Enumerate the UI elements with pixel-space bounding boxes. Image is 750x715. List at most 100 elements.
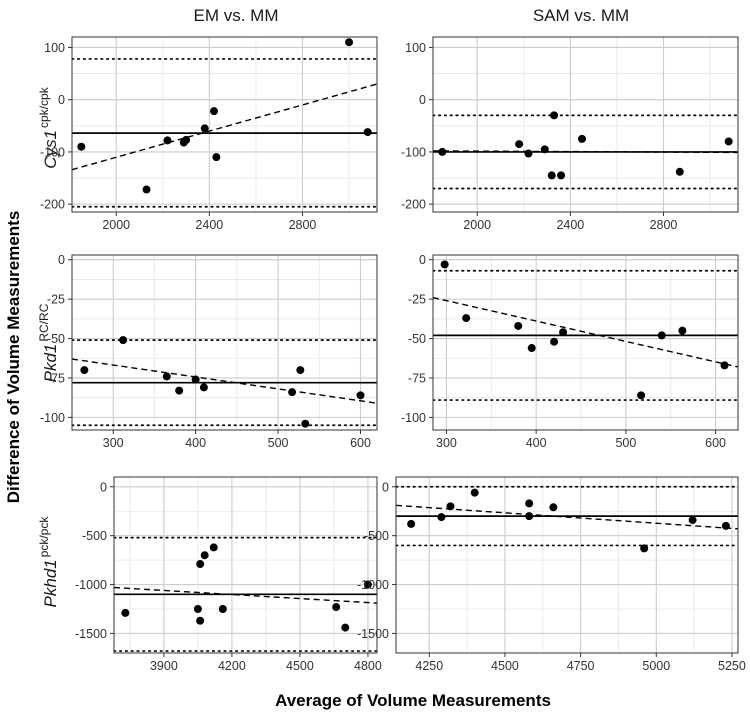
pkd1-em-x-tick-label: 600 xyxy=(350,436,371,450)
pkd1-sam-data-point xyxy=(637,391,646,400)
cys1-sam-data-point xyxy=(724,137,733,146)
row-label-pkd1: Pkd1 RC/RC xyxy=(37,303,60,382)
pkhd1-sam-x-tick-label: 4250 xyxy=(415,659,443,673)
pkhd1-em-x-tick-label: 3900 xyxy=(150,659,178,673)
pkhd1-em-y-tick-label: 0 xyxy=(100,480,107,494)
cys1-sam-y-tick-label: 100 xyxy=(405,41,426,55)
cys1-em-y-tick-label: -200 xyxy=(40,198,65,212)
cys1-em-panel: 2000 2400 2800 -200 -100 0 100 xyxy=(40,36,378,232)
cys1-sam-data-point xyxy=(524,149,533,158)
cys1-em-x-tick-label: 2400 xyxy=(195,218,223,232)
pkd1-sam-x-tick-label: 400 xyxy=(526,436,547,450)
pkd1-sam-data-point xyxy=(678,326,687,335)
pkhd1-em-data-point xyxy=(196,616,205,625)
cys1-em-x-tick-label: 2000 xyxy=(102,218,130,232)
pkd1-em-y-tick-label: -50 xyxy=(47,332,65,346)
pkhd1-sam-data-point xyxy=(688,516,697,525)
cys1-sam-data-point xyxy=(675,167,684,176)
pkhd1-em-panel-border xyxy=(113,476,378,654)
pkhd1-sam-y-tick-label: -1500 xyxy=(357,627,389,641)
pkd1-sam-data-point xyxy=(720,361,729,370)
cys1-sam-x-tick-label: 2800 xyxy=(650,218,678,232)
pkd1-sam-y-tick-label: -75 xyxy=(408,371,426,385)
cys1-sam-x-tick-label: 2400 xyxy=(556,218,584,232)
cys1-sam-y-tick-label: -200 xyxy=(401,198,426,212)
x-axis-title: Average of Volume Measurements xyxy=(275,691,551,710)
pkd1-em-data-point xyxy=(191,375,200,384)
pkd1-em-x-tick-label: 400 xyxy=(185,436,206,450)
pkhd1-sam-x-tick-label: 4750 xyxy=(567,659,595,673)
pkd1-em-data-point xyxy=(119,336,128,345)
pkhd1-em-x-tick-label: 4500 xyxy=(286,659,314,673)
pkhd1-sam-y-tick-label: -1000 xyxy=(357,578,389,592)
pkd1-em-x-tick-label: 500 xyxy=(268,436,289,450)
pkhd1-em-x-tick-label: 4200 xyxy=(218,659,246,673)
pkhd1-sam-data-point xyxy=(407,519,416,528)
pkd1-em-data-point xyxy=(199,383,208,392)
pkd1-sam-data-point xyxy=(462,314,471,323)
pkhd1-sam-data-point xyxy=(721,521,730,530)
row-label-pkhd1-genotype: pck/pck xyxy=(37,516,51,558)
row-label-pkhd1: Pkhd1pck/pck xyxy=(37,516,60,608)
pkhd1-em-data-point xyxy=(209,543,218,552)
pkhd1-em-panel: 3900 4200 4500 4800 -1500 -1000 -500 0 xyxy=(75,476,382,673)
pkhd1-em-x-tick-label: 4800 xyxy=(354,659,382,673)
cys1-sam-data-point xyxy=(515,140,524,149)
pkhd1-em-y-tick-label: -500 xyxy=(82,529,107,543)
cys1-em-data-point xyxy=(210,107,219,116)
pkd1-em-data-point xyxy=(175,386,184,395)
cys1-sam-data-point xyxy=(547,171,556,180)
y-axis-title: Difference of Volume Measurements xyxy=(4,211,23,504)
cys1-sam-data-point xyxy=(557,171,566,180)
pkd1-sam-data-point xyxy=(559,328,568,337)
cys1-em-data-point xyxy=(200,124,209,133)
cys1-em-data-point xyxy=(77,142,86,151)
cys1-sam-data-point xyxy=(438,147,447,156)
cys1-em-data-point xyxy=(345,38,354,47)
row-label-pkd1-gene: Pkd1 xyxy=(41,344,60,383)
pkd1-sam-data-point xyxy=(440,260,449,269)
pkd1-em-data-point xyxy=(288,388,297,397)
pkd1-sam-trend-line xyxy=(433,296,738,368)
cys1-em-y-tick-label: 0 xyxy=(58,93,65,107)
cys1-sam-y-tick-label: 0 xyxy=(419,93,426,107)
cys1-sam-plot-area xyxy=(433,37,738,212)
pkhd1-sam-data-point xyxy=(525,512,534,521)
cys1-em-trend-line xyxy=(72,83,377,171)
cys1-em-data-point xyxy=(212,153,221,162)
pkd1-em-y-tick-label: -100 xyxy=(40,411,65,425)
cys1-sam-data-point xyxy=(550,111,559,120)
pkhd1-sam-x-tick-label: 5000 xyxy=(642,659,670,673)
pkhd1-sam-panel-border xyxy=(395,476,739,654)
cys1-em-data-point xyxy=(182,135,191,144)
pkd1-em-panel-border xyxy=(71,254,378,431)
cys1-sam-data-point xyxy=(578,134,587,143)
cys1-em-panel-border xyxy=(71,36,378,213)
row-label-cys1-genotype: cpk/cpk xyxy=(37,86,51,128)
cys1-sam-panel-border xyxy=(432,36,739,213)
pkhd1-sam-data-point xyxy=(470,488,479,497)
cys1-em-data-point xyxy=(163,136,172,145)
pkhd1-sam-plot-area xyxy=(396,477,738,653)
pkd1-em-trend-line xyxy=(72,358,377,404)
pkd1-em-data-point xyxy=(356,391,365,400)
cys1-sam-data-point xyxy=(540,145,549,154)
pkhd1-em-data-point xyxy=(121,608,130,617)
pkd1-em-data-point xyxy=(296,366,305,375)
cys1-em-plot-area xyxy=(72,37,377,212)
pkhd1-em-data-point xyxy=(332,603,341,612)
pkhd1-sam-trend-line xyxy=(396,504,738,530)
pkhd1-em-data-point xyxy=(218,605,227,613)
pkd1-sam-panel: 300 400 500 600 -100 -75 -50 -25 0 xyxy=(401,253,739,450)
cys1-sam-y-tick-label: -100 xyxy=(401,145,426,159)
pkhd1-sam-x-tick-label: 5250 xyxy=(718,659,746,673)
pkd1-em-plot-area xyxy=(72,255,377,430)
cys1-em-x-tick-label: 2800 xyxy=(289,218,317,232)
pkd1-sam-data-point xyxy=(657,331,666,340)
pkhd1-em-trend-line xyxy=(114,586,377,604)
pkhd1-em-y-tick-label: -1500 xyxy=(75,627,107,641)
pkhd1-em-data-point xyxy=(363,580,372,589)
pkd1-em-panel: 300 400 500 600 -100 -75 -50 -25 0 xyxy=(40,253,378,450)
